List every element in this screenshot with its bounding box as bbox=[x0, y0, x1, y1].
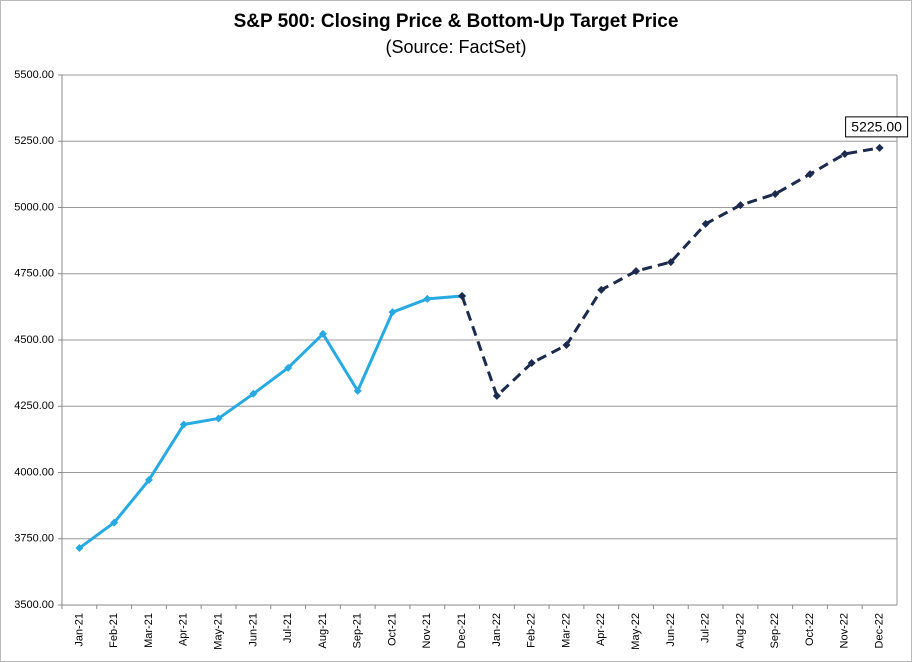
x-tick-label: Mar-22 bbox=[560, 613, 572, 648]
marker bbox=[214, 414, 223, 423]
marker bbox=[353, 386, 362, 395]
x-tick-label: Jul-21 bbox=[282, 613, 294, 643]
series-line bbox=[78, 294, 463, 550]
x-tick-label: Jun-22 bbox=[665, 613, 677, 647]
x-tick-label: Aug-21 bbox=[317, 613, 329, 648]
x-tick-label: May-22 bbox=[630, 613, 642, 650]
x-tick-label: Aug-22 bbox=[734, 613, 746, 648]
x-tick-label: Dec-22 bbox=[874, 613, 886, 648]
y-tick-label: 4250.00 bbox=[14, 400, 54, 412]
marker bbox=[806, 170, 815, 179]
marker bbox=[144, 475, 153, 484]
y-tick-label: 3750.00 bbox=[14, 533, 54, 545]
chart-subtitle: (Source: FactSet) bbox=[385, 37, 526, 57]
chart-title: S&P 500: Closing Price & Bottom-Up Targe… bbox=[234, 11, 679, 32]
marker bbox=[666, 258, 675, 267]
marker bbox=[875, 143, 884, 152]
marker bbox=[492, 391, 501, 400]
x-tick-label: Oct-22 bbox=[804, 613, 816, 646]
marker bbox=[423, 294, 432, 303]
marker bbox=[527, 359, 536, 368]
x-tick-label: Feb-22 bbox=[526, 613, 538, 648]
marker bbox=[701, 219, 710, 228]
marker bbox=[284, 363, 293, 372]
marker bbox=[840, 149, 849, 158]
y-tick-label: 5000.00 bbox=[14, 201, 54, 213]
y-tick-label: 3500.00 bbox=[14, 599, 54, 611]
marker bbox=[736, 201, 745, 210]
x-tick-label: Feb-21 bbox=[108, 613, 120, 648]
marker bbox=[632, 267, 641, 276]
y-tick-label: 4500.00 bbox=[14, 334, 54, 346]
x-tick-label: Mar-21 bbox=[143, 613, 155, 648]
x-tick-label: Dec-21 bbox=[456, 613, 468, 648]
x-tick-label: Nov-21 bbox=[421, 613, 433, 648]
x-tick-label: Sep-21 bbox=[352, 613, 364, 648]
x-tick-label: May-21 bbox=[212, 613, 224, 650]
marker bbox=[771, 189, 780, 198]
marker bbox=[75, 544, 84, 553]
x-tick-label: Jul-22 bbox=[700, 613, 712, 643]
y-tick-label: 4000.00 bbox=[14, 466, 54, 478]
marker bbox=[110, 518, 119, 527]
value-label-box bbox=[845, 116, 909, 138]
y-tick-label: 5250.00 bbox=[14, 135, 54, 147]
x-tick-label: Nov-22 bbox=[839, 613, 851, 648]
marker bbox=[318, 329, 327, 338]
marker bbox=[597, 285, 606, 294]
marker bbox=[179, 420, 188, 429]
x-tick-label: Jun-21 bbox=[247, 613, 259, 647]
x-tick-label: Apr-21 bbox=[178, 613, 190, 646]
value-label: 5225.00 bbox=[851, 119, 902, 135]
y-tick-label: 4750.00 bbox=[14, 268, 54, 280]
marker bbox=[249, 389, 258, 398]
x-tick-label: Jan-21 bbox=[73, 613, 85, 647]
x-tick-label: Oct-21 bbox=[386, 613, 398, 646]
marker bbox=[562, 341, 571, 350]
marker bbox=[458, 292, 467, 301]
x-tick-label: Sep-22 bbox=[769, 613, 781, 648]
x-tick-label: Jan-22 bbox=[491, 613, 503, 647]
marker bbox=[388, 308, 397, 317]
y-tick-label: 5500.00 bbox=[14, 69, 54, 81]
x-tick-label: Apr-22 bbox=[595, 613, 607, 646]
